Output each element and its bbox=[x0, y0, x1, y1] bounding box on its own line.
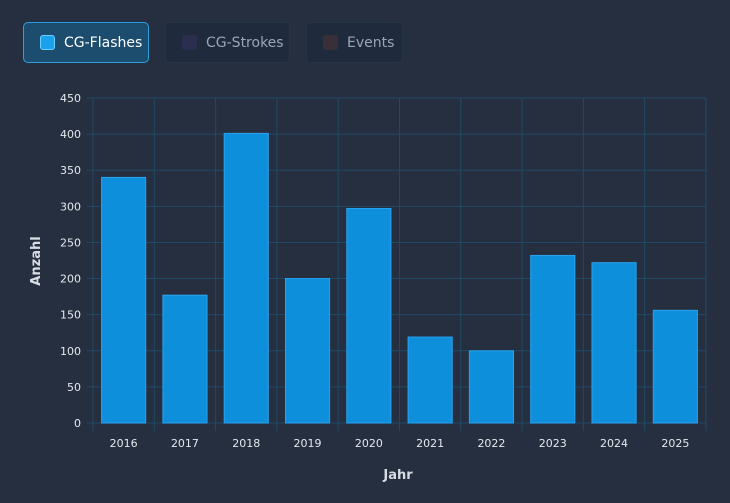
events-swatch-icon bbox=[323, 35, 338, 50]
x-tick-label: 2022 bbox=[477, 437, 505, 450]
y-tick-label: 350 bbox=[60, 164, 81, 177]
y-axis-title: Anzahl bbox=[29, 236, 44, 285]
bar-2016[interactable] bbox=[101, 176, 147, 424]
toggle-label: CG-Flashes bbox=[64, 34, 143, 51]
bar-2023[interactable] bbox=[530, 254, 576, 424]
x-tick-label: 2017 bbox=[171, 437, 199, 450]
x-axis-title: Jahr bbox=[382, 468, 413, 483]
toggle-cg-strokes[interactable]: CG-Strokes bbox=[165, 22, 290, 63]
bar-2019[interactable] bbox=[284, 278, 331, 424]
bar-2020[interactable] bbox=[346, 208, 392, 424]
x-axis-ticks: 2016 2017 2018 2019 2020 2021 2022 2023 2024 2025 bbox=[110, 437, 690, 450]
x-tick-label: 2025 bbox=[661, 437, 689, 450]
toggle-events[interactable]: Events bbox=[306, 22, 403, 63]
y-tick-label: 300 bbox=[60, 200, 81, 213]
y-tick-label: 150 bbox=[60, 309, 81, 322]
x-tick-label: 2021 bbox=[416, 437, 444, 450]
y-tick-label: 250 bbox=[60, 236, 81, 249]
y-axis-ticks: 0 50 100 150 200 250 300 350 400 450 bbox=[60, 92, 81, 430]
y-tick-label: 200 bbox=[60, 273, 81, 286]
y-tick-label: 100 bbox=[60, 345, 81, 358]
cg-strokes-swatch-icon bbox=[182, 35, 197, 50]
toggle-cg-flashes[interactable]: CG-Flashes bbox=[23, 22, 149, 63]
y-tick-label: 400 bbox=[60, 128, 81, 141]
bar-2017[interactable] bbox=[162, 294, 208, 424]
chart-bars bbox=[101, 132, 698, 424]
bar-2021[interactable] bbox=[407, 336, 453, 424]
bar-2025[interactable] bbox=[652, 309, 698, 424]
bar-2024[interactable] bbox=[591, 262, 637, 424]
bar-2018[interactable] bbox=[223, 132, 269, 424]
x-tick-label: 2020 bbox=[355, 437, 383, 450]
y-tick-label: 450 bbox=[60, 92, 81, 105]
x-tick-label: 2023 bbox=[539, 437, 567, 450]
cg-flashes-swatch-icon bbox=[40, 35, 55, 50]
x-tick-label: 2016 bbox=[110, 437, 138, 450]
y-tick-label: 0 bbox=[74, 417, 81, 430]
toggle-label: Events bbox=[347, 34, 395, 51]
y-tick-label: 50 bbox=[67, 381, 81, 394]
x-tick-label: 2019 bbox=[294, 437, 322, 450]
toggle-label: CG-Strokes bbox=[206, 34, 284, 51]
x-tick-label: 2018 bbox=[232, 437, 260, 450]
bar-2022[interactable] bbox=[468, 350, 515, 424]
x-tick-label: 2024 bbox=[600, 437, 628, 450]
